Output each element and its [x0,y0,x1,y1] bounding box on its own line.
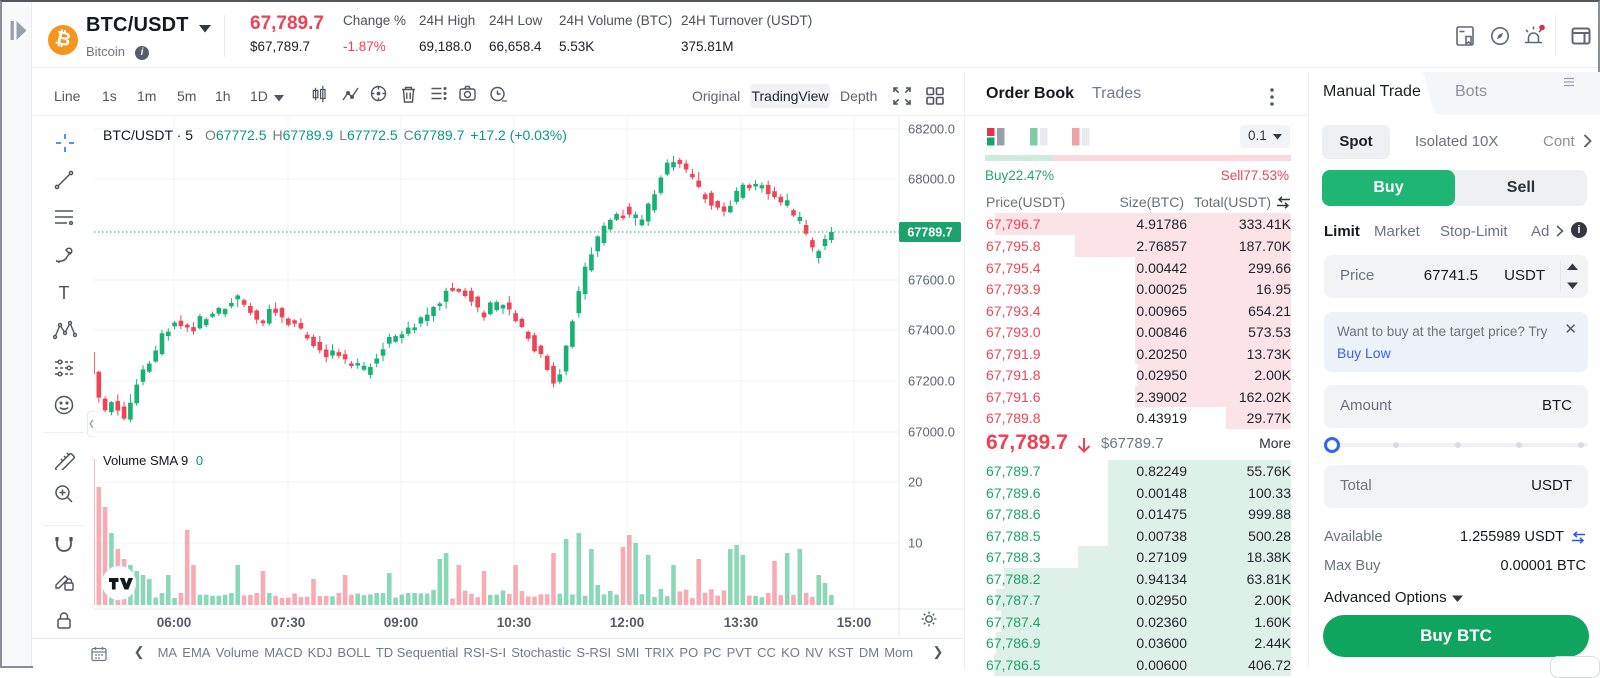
svg-text:10: 10 [908,536,922,551]
svg-text:67400.0: 67400.0 [908,323,955,338]
svg-text:07:30: 07:30 [271,615,306,630]
svg-text:68000.0: 68000.0 [908,172,955,187]
svg-text:67000.0: 67000.0 [908,425,955,440]
svg-text:67200.0: 67200.0 [908,374,955,389]
svg-text:06:00: 06:00 [157,615,192,630]
svg-text:Volume SMA 9 0: Volume SMA 9 0 [103,453,203,468]
svg-text:20: 20 [908,475,922,490]
svg-text:13:30: 13:30 [724,615,759,630]
svg-text:68200.0: 68200.0 [908,122,955,137]
svg-text:15:00: 15:00 [837,615,872,630]
svg-text:67789.7: 67789.7 [907,226,952,240]
svg-text:09:00: 09:00 [384,615,419,630]
svg-text:T: T [59,283,70,303]
svg-text:12:00: 12:00 [610,615,645,630]
svg-text:67600.0: 67600.0 [908,273,955,288]
svg-text:10:30: 10:30 [497,615,532,630]
